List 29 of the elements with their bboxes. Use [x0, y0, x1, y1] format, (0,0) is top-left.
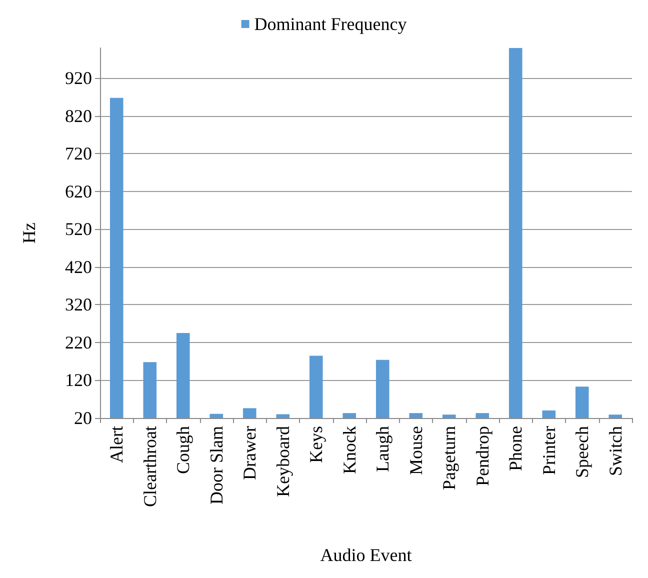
x-tick-label: Mouse: [406, 426, 426, 475]
y-tick-label: 920: [65, 68, 92, 88]
y-tick-label: 320: [65, 294, 92, 315]
x-tick-label: Cough: [173, 426, 194, 474]
y-tick-label: 20: [74, 408, 92, 428]
y-tick-label: 620: [65, 181, 92, 202]
x-tick-label: Phone: [506, 426, 526, 471]
x-axis-title: Audio Event: [320, 545, 412, 565]
x-tick-label: Printer: [538, 426, 559, 475]
y-tick-label: 120: [65, 370, 92, 390]
x-tick-label: Speech: [572, 426, 592, 478]
y-tick-label: 520: [65, 219, 92, 240]
x-tick-label: Switch: [605, 426, 626, 476]
x-tick-label: Keys: [306, 426, 326, 463]
x-tick-label: Pageturn: [439, 426, 460, 490]
legend-label: Dominant Frequency: [254, 14, 407, 34]
x-tick-label: Keyboard: [272, 426, 293, 497]
y-tick-label: 420: [65, 256, 92, 277]
x-tick-label: Knock: [339, 426, 360, 474]
x-tick-label: Clearthroat: [140, 426, 160, 507]
x-tick-label: Laugh: [372, 426, 393, 472]
x-tick-label: Drawer: [240, 426, 260, 480]
y-tick-label: 220: [65, 332, 92, 352]
y-tick-label: 720: [65, 144, 92, 164]
y-axis-title: Hz: [19, 222, 39, 244]
y-tick-label: 820: [65, 106, 92, 126]
x-tick-label: Alert: [106, 426, 127, 463]
x-tick-label: Door Slam: [206, 426, 226, 504]
x-tick-label: Pendrop: [472, 426, 492, 486]
